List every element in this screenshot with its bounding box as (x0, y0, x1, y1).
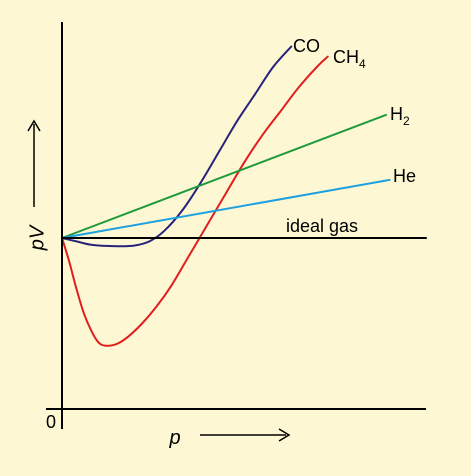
series-label-subscript-h2: 2 (403, 114, 410, 128)
series-label-main-h2: H (390, 104, 403, 124)
series-label-main-co: CO (293, 36, 320, 56)
series-label-main-ch4: CH (333, 47, 359, 67)
series-label-co: CO (293, 36, 320, 56)
arrows-layer (27, 119, 291, 442)
series-label-ideal-gas: ideal gas (286, 216, 358, 236)
labels-layer: 0 p pV CO CH4 H2 He ideal gas (26, 36, 416, 449)
series-line-ch4 (61, 55, 329, 347)
up-arrow-icon (27, 119, 41, 207)
origin-label: 0 (46, 412, 56, 432)
series-label-subscript-ch4: 4 (359, 57, 366, 71)
series-label-ch4: CH4 (333, 47, 366, 71)
y-axis-title: pV (26, 224, 48, 251)
series-label-main-he: He (393, 166, 416, 186)
series-label-h2: H2 (390, 104, 410, 128)
right-arrow-icon (200, 428, 291, 442)
series-line-co (61, 45, 293, 248)
series-line-he (61, 178, 391, 239)
x-axis-title: p (168, 427, 180, 449)
series-label-main-ideal-gas: ideal gas (286, 216, 358, 236)
axes-layer (46, 22, 426, 429)
curves-layer (61, 45, 427, 347)
series-label-he: He (393, 166, 416, 186)
series-line-h2 (61, 113, 387, 239)
